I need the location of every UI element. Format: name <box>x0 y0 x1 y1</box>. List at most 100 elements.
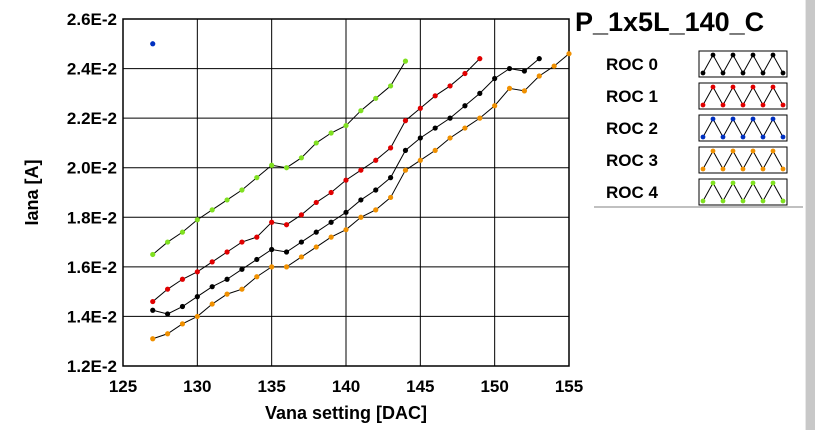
data-point <box>417 157 423 163</box>
y-tick-label: 2.2E-2 <box>67 109 117 128</box>
legend-swatch-marker <box>720 134 726 140</box>
data-point <box>373 207 379 213</box>
y-tick-label: 1.4E-2 <box>67 307 117 326</box>
legend-swatch-marker <box>720 166 726 172</box>
data-point <box>462 125 468 131</box>
data-point <box>298 239 304 245</box>
y-tick-label: 2.4E-2 <box>67 60 117 79</box>
series-line <box>152 58 481 302</box>
data-point <box>224 249 230 255</box>
legend-swatch-marker <box>760 102 766 108</box>
y-tick-label: 2.0E-2 <box>67 159 117 178</box>
legend-label: ROC 3 <box>606 151 658 170</box>
legend-swatch-marker <box>740 198 746 204</box>
legend-label: ROC 1 <box>606 87 658 106</box>
data-point <box>328 234 334 240</box>
data-point <box>417 105 423 111</box>
data-point <box>254 274 260 280</box>
data-point <box>239 239 245 245</box>
data-point <box>477 90 483 96</box>
series-roc-3 <box>150 51 572 342</box>
series-roc-4 <box>150 58 409 258</box>
data-point <box>209 207 215 213</box>
legend-swatch-marker <box>720 102 726 108</box>
data-point <box>388 145 394 151</box>
data-point <box>313 244 319 250</box>
data-point <box>328 219 334 225</box>
legend-swatch-marker <box>710 116 716 122</box>
data-point <box>343 177 349 183</box>
data-point <box>254 234 260 240</box>
data-point <box>388 83 394 89</box>
data-point <box>462 70 468 77</box>
legend-swatch-marker <box>700 134 706 140</box>
legend-swatch-marker <box>710 148 716 154</box>
data-point <box>209 259 215 265</box>
data-point <box>298 155 304 161</box>
data-point <box>566 51 572 57</box>
legend-swatch-marker <box>770 180 776 186</box>
data-point <box>298 212 304 218</box>
data-point <box>343 209 349 215</box>
data-point <box>298 254 304 260</box>
x-tick-label: 135 <box>257 377 285 396</box>
legend-swatch-marker <box>770 52 776 58</box>
data-point <box>477 56 483 62</box>
data-point <box>224 291 230 297</box>
legend-swatch-marker <box>750 116 756 122</box>
data-point <box>165 331 171 337</box>
series-roc-2 <box>150 41 156 47</box>
data-point <box>150 251 156 258</box>
legend-swatch-marker <box>700 102 706 108</box>
data-point <box>358 214 364 220</box>
y-tick-label: 1.8E-2 <box>67 208 117 227</box>
data-point <box>224 197 230 203</box>
data-point <box>269 162 275 168</box>
series-line <box>152 60 406 255</box>
data-point <box>388 175 394 181</box>
data-point <box>551 63 557 69</box>
legend-swatch-marker <box>760 166 766 172</box>
data-point <box>432 125 438 131</box>
y-tick-label: 1.6E-2 <box>67 258 117 277</box>
legend-swatch-marker <box>760 198 766 204</box>
legend-swatch-marker <box>780 198 786 204</box>
data-point <box>447 115 453 121</box>
legend-swatch-marker <box>770 116 776 122</box>
data-point <box>313 199 319 206</box>
data-point <box>165 311 171 317</box>
data-point <box>536 56 542 62</box>
window-edge-highlight <box>805 0 806 430</box>
data-point <box>373 157 379 163</box>
data-point <box>506 85 513 91</box>
data-point <box>239 187 245 193</box>
x-tick-label: 130 <box>183 377 211 396</box>
data-point <box>150 336 156 342</box>
data-point <box>343 227 349 233</box>
legend-swatch-marker <box>750 52 756 58</box>
data-point <box>462 103 468 109</box>
legend-swatch-marker <box>720 198 726 204</box>
legend-swatch-marker <box>770 84 776 90</box>
legend-swatch-marker <box>740 134 746 140</box>
data-point <box>536 73 542 79</box>
data-point <box>209 284 215 290</box>
legend-swatch-marker <box>750 84 756 90</box>
x-tick-label: 155 <box>555 377 583 396</box>
data-point <box>150 298 156 305</box>
series-line <box>152 53 570 340</box>
data-point <box>179 303 186 310</box>
data-point <box>402 167 409 173</box>
series-roc-0 <box>150 56 542 317</box>
legend-swatch-marker <box>760 134 766 140</box>
data-point <box>179 229 186 235</box>
legend-swatch-marker <box>730 116 736 122</box>
data-point <box>313 229 319 235</box>
grid <box>123 19 569 366</box>
data-point <box>328 189 334 196</box>
legend-swatch-marker <box>710 180 716 186</box>
data-point <box>150 307 156 313</box>
data-point <box>402 118 409 124</box>
x-tick-label: 150 <box>480 377 508 396</box>
